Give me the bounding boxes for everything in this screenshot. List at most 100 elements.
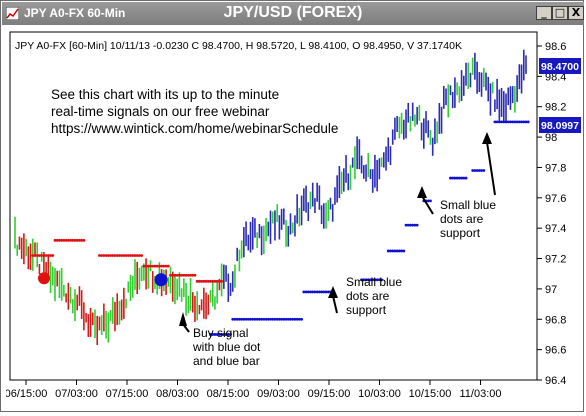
support-dot	[455, 176, 459, 180]
last-price-value: 98.4700	[541, 61, 579, 73]
support-dot	[480, 169, 483, 172]
support-dot	[400, 249, 403, 253]
support1-arrow-head	[328, 286, 338, 298]
resistance-dot	[38, 254, 41, 257]
support-dot	[229, 333, 232, 336]
minimize-button[interactable]: _	[536, 6, 552, 20]
resistance-dot	[118, 254, 121, 257]
resistance-dot	[178, 273, 181, 277]
support-dot	[226, 333, 230, 336]
price-chart[interactable]: JPY A0-FX [60-Min] 10/11/13 -0.0230 C 98…	[5, 28, 581, 411]
support-dot	[506, 120, 510, 124]
x-tick-label: 10/03:00	[358, 388, 401, 400]
support-dot	[460, 176, 463, 180]
support-dot	[377, 278, 381, 282]
support-dot	[291, 317, 295, 321]
support-dot	[453, 176, 457, 180]
resistance-dot	[33, 254, 37, 257]
resistance-dot	[198, 279, 201, 283]
resistance-dot	[158, 264, 161, 268]
support-dot	[277, 317, 281, 321]
support-dot	[524, 120, 528, 124]
resistance-dot	[204, 279, 208, 283]
support-dot	[209, 333, 212, 336]
support-dot	[429, 199, 432, 203]
resistance-dot	[138, 254, 141, 257]
resistance-dot	[49, 254, 52, 257]
support-dot	[366, 278, 370, 282]
resistance-dot	[35, 254, 39, 257]
resistance-dot	[180, 273, 184, 277]
support-dot	[224, 333, 228, 336]
x-tick-label: 07/03:00	[55, 388, 98, 400]
support-dot	[215, 333, 219, 336]
resistance-dot	[195, 279, 199, 283]
support2-line-3: support	[440, 226, 481, 240]
support-dot	[380, 278, 383, 282]
resistance-dot	[211, 279, 215, 283]
last-price-badge	[539, 58, 581, 74]
resistance-dot	[135, 254, 139, 257]
resistance-dot	[82, 238, 86, 242]
support-dot	[397, 249, 401, 253]
x-tick-label: 07/15:00	[106, 388, 149, 400]
support-dot	[360, 278, 363, 282]
resistance-dot	[102, 254, 106, 257]
support-dot	[373, 278, 377, 282]
maximize-button[interactable]: □	[552, 6, 568, 20]
support-dot	[233, 317, 237, 321]
support-dot	[213, 333, 217, 336]
resistance-dot	[75, 238, 79, 242]
x-tick-label: 08/15:00	[207, 388, 250, 400]
support-dot	[306, 290, 310, 294]
resistance-dot	[184, 273, 188, 277]
support-dot	[293, 317, 297, 321]
resistance-dot	[193, 273, 197, 277]
resistance-dot	[213, 279, 217, 283]
support-dot	[271, 317, 275, 321]
buy-annotation-line-3: and blue bar	[193, 354, 260, 368]
y-tick-label: 98.4	[545, 71, 566, 83]
resistance-dot	[215, 279, 219, 283]
resistance-dot	[115, 254, 119, 257]
resistance-dot	[175, 273, 179, 277]
resistance-dot	[191, 273, 195, 277]
resistance-dot	[73, 238, 77, 242]
resistance-dot	[189, 273, 192, 277]
support-dot	[406, 223, 410, 227]
support-dot	[315, 290, 319, 294]
x-tick-label: 09/15:00	[308, 388, 351, 400]
support-dot	[449, 176, 452, 180]
support-dot	[242, 317, 246, 321]
resistance-dot	[140, 254, 144, 257]
title-bar[interactable]: JPY A0-FX 60-Min JPY/USD (FOREX) _ □ X	[2, 2, 584, 25]
resistance-dot	[106, 254, 110, 257]
support-dot	[231, 317, 235, 321]
y-tick-label: 97	[545, 284, 557, 296]
support-dot	[289, 317, 292, 321]
support-dot	[457, 176, 461, 180]
support-dot	[375, 278, 379, 282]
price-chart-panel[interactable]: JPY A0-FX [60-Min] 10/11/13 -0.0230 C 98…	[5, 28, 581, 411]
resistance-dot	[186, 273, 190, 277]
support-dot	[495, 120, 499, 124]
close-button[interactable]: X	[568, 6, 584, 20]
resistance-dot	[169, 273, 172, 277]
support-dot	[313, 290, 317, 294]
y-tick-label: 97.8	[545, 162, 566, 174]
signal-dots	[31, 120, 530, 336]
support-dot	[284, 317, 288, 321]
support-dot	[415, 223, 419, 227]
sell-signal-dot	[38, 272, 50, 285]
buy-signal-dot	[154, 273, 168, 287]
resistance-dot	[104, 254, 108, 257]
support-dot	[411, 223, 415, 227]
resistance-dot	[64, 238, 68, 242]
resistance-dot	[171, 273, 175, 277]
support-dot	[517, 120, 521, 124]
chart-app-icon	[6, 7, 19, 20]
promo-link[interactable]: https://www.wintick.com/home/webinarSche…	[51, 121, 338, 136]
support-dot	[324, 290, 328, 294]
resistance-dot	[78, 238, 81, 242]
support1-line-2: dots are	[346, 289, 390, 303]
